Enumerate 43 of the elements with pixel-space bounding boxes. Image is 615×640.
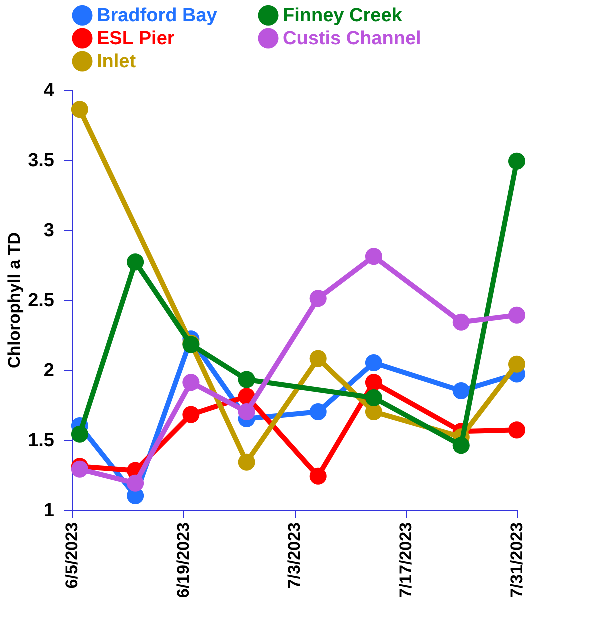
point (508, 356, 526, 373)
point (508, 422, 526, 439)
y-axis-title: Chlorophyll a TD (5, 232, 24, 368)
point (238, 454, 256, 471)
point (365, 390, 382, 406)
point (365, 404, 382, 420)
x-tick-label: 6/19/2023 (174, 522, 193, 598)
y-tick-label: 2.5 (28, 290, 55, 312)
point (127, 254, 144, 271)
point (365, 354, 382, 372)
point (310, 404, 327, 420)
point (182, 406, 200, 424)
point (238, 371, 256, 388)
point (508, 152, 526, 170)
point (452, 437, 470, 454)
point (71, 426, 88, 443)
legend-label: Finney Creek (283, 6, 403, 27)
point (310, 468, 327, 485)
point (508, 306, 526, 324)
legend-label: Custis Channel (283, 28, 422, 50)
x-tick-label: 6/5/2023 (62, 522, 82, 589)
point (365, 248, 382, 266)
point (452, 314, 470, 331)
point (127, 474, 144, 492)
y-tick-label: 3.5 (28, 150, 55, 172)
point (310, 290, 327, 308)
point (238, 404, 256, 420)
point (310, 350, 327, 368)
point (365, 374, 382, 392)
point (182, 374, 200, 392)
y-tick-label: 4 (44, 80, 55, 102)
legend-label: Bradford Bay (97, 6, 218, 27)
y-tick-label: 1.5 (28, 430, 55, 452)
legend-label: Inlet (97, 52, 137, 72)
point (452, 382, 470, 400)
x-tick-label: 7/17/2023 (396, 522, 416, 598)
y-tick-label: 2 (44, 360, 54, 382)
point (71, 101, 88, 118)
y-tick-label: 3 (44, 220, 54, 242)
legend-label: ESL Pier (97, 28, 176, 50)
x-tick-label: 7/31/2023 (508, 522, 526, 598)
y-tick-label: 1 (44, 500, 55, 522)
x-tick-label: 7/3/2023 (285, 522, 304, 589)
